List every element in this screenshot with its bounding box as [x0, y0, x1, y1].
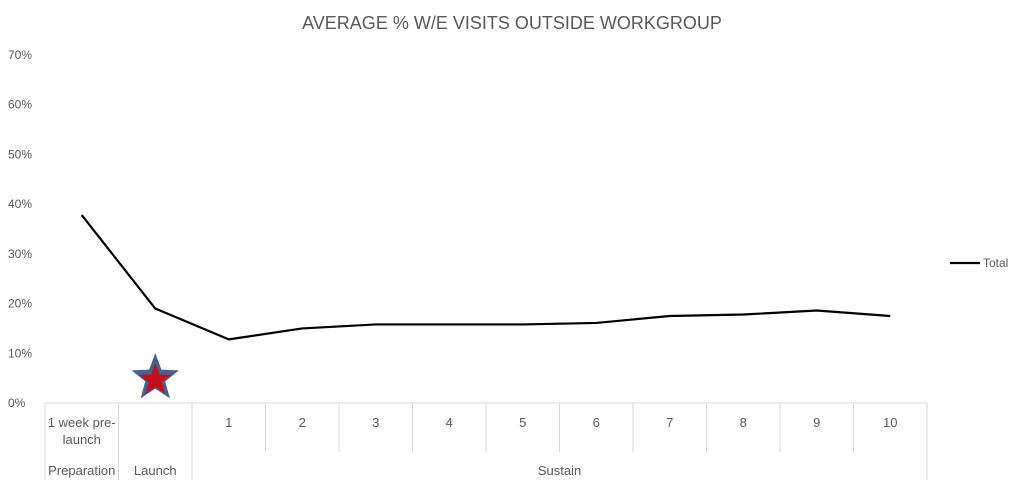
x-tick-label: 3 — [372, 415, 379, 430]
group-label: Launch — [134, 463, 177, 478]
x-tick-label: 4 — [446, 415, 453, 430]
y-tick-label: 10% — [8, 346, 32, 360]
group-label: Preparation — [48, 463, 115, 478]
x-tick-label: 1 — [225, 415, 232, 430]
y-tick-label: 0% — [8, 396, 26, 410]
x-tick-label: 5 — [519, 415, 526, 430]
y-tick-label: 70% — [8, 48, 32, 62]
legend: Total — [950, 256, 1008, 270]
group-label: Sustain — [538, 463, 581, 478]
chart-title: AVERAGE % W/E VISITS OUTSIDE WORKGROUP — [302, 13, 722, 33]
series-line-total — [80, 214, 891, 341]
y-tick-label: 60% — [8, 98, 32, 112]
x-tick-label: launch — [63, 432, 101, 447]
y-tick-label: 50% — [8, 147, 32, 161]
x-tick-label: 10 — [883, 415, 897, 430]
legend-label: Total — [983, 256, 1008, 270]
y-tick-label: 30% — [8, 247, 32, 261]
x-tick-label: 9 — [813, 415, 820, 430]
x-tick-label: 7 — [666, 415, 673, 430]
y-tick-label: 40% — [8, 197, 32, 211]
x-tick-label: 6 — [593, 415, 600, 430]
x-tick-label: 1 week pre- — [48, 415, 116, 430]
y-axis: 0% 10% 20% 30% 40% 50% 60% 70% — [8, 48, 32, 410]
plot-area — [80, 214, 891, 399]
x-axis: 1 week pre-launch 1 2 3 4 5 6 7 8 9 10 Preparation L… — [44, 402, 928, 480]
x-tick-label: 8 — [740, 415, 747, 430]
x-tick-label: 2 — [299, 415, 306, 430]
y-tick-label: 20% — [8, 297, 32, 311]
star-marker — [139, 363, 172, 394]
